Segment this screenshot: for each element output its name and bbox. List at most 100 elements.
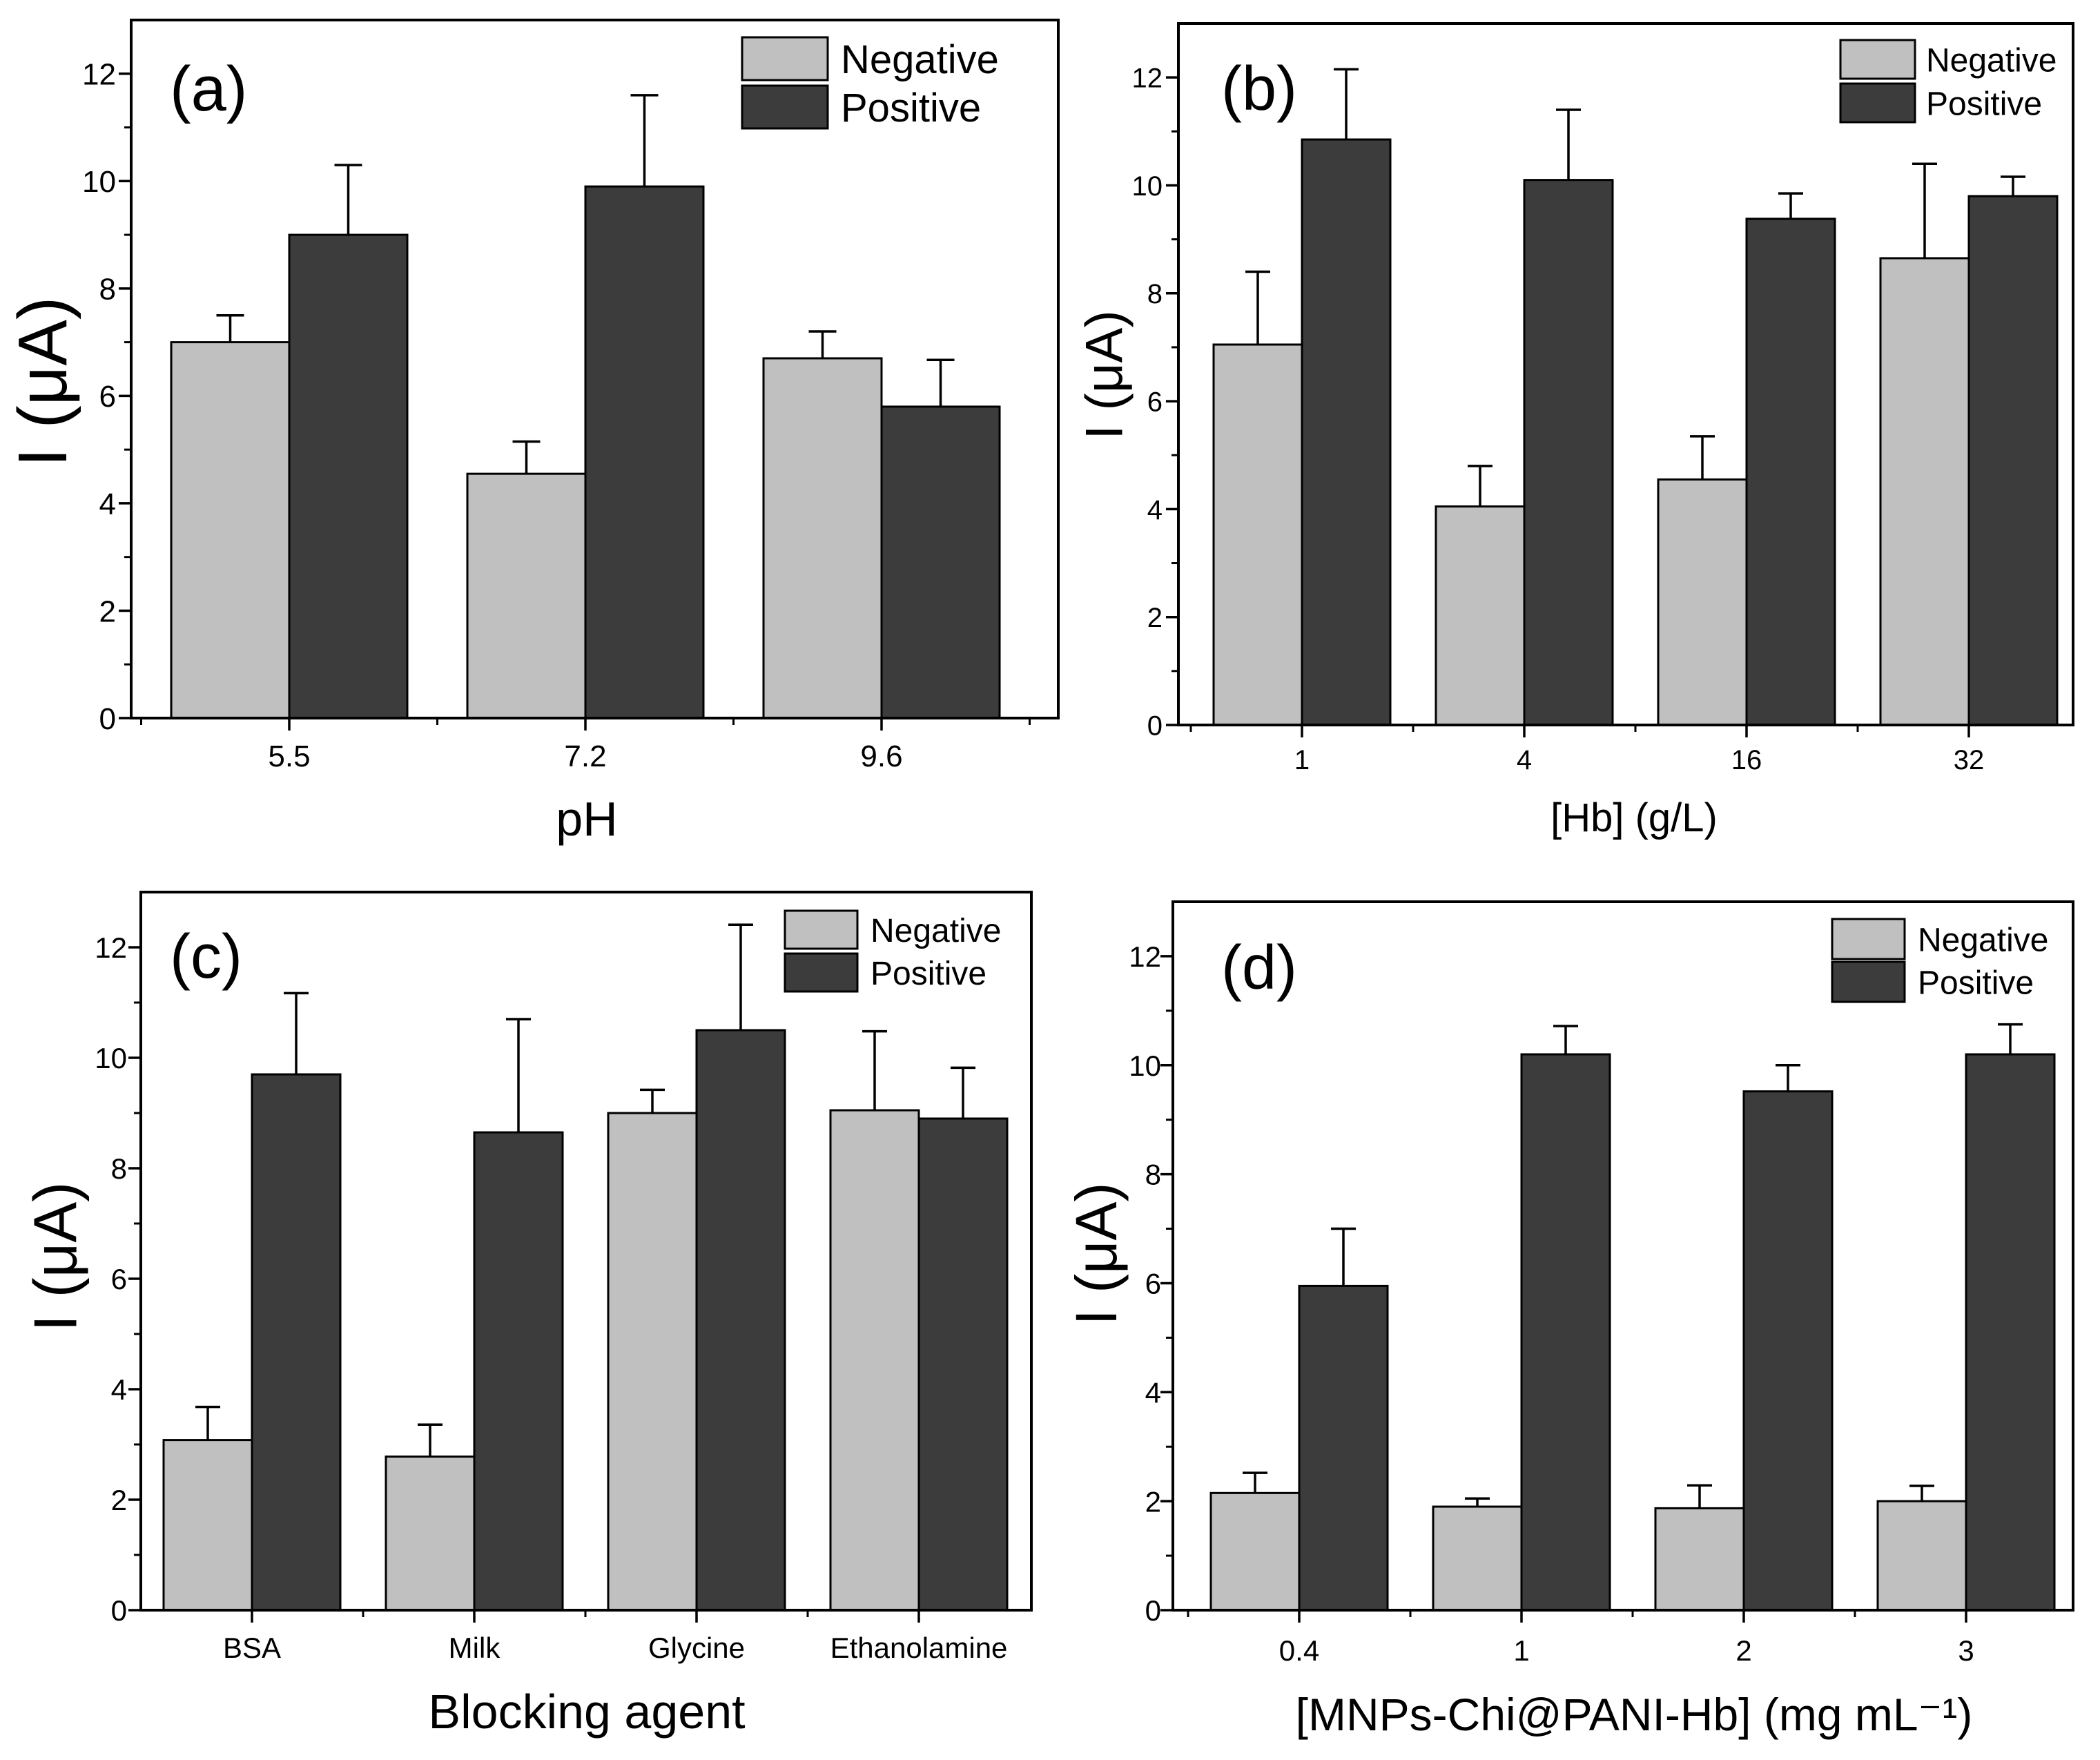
x-tick-label-d-3: 3 [1958,1634,1974,1667]
error-bar-b-negative-2 [1690,435,1715,480]
error-bar-b-negative-0 [1245,270,1270,345]
error-bar-b-positive-3 [2001,175,2025,197]
y-tick-label-d-4: 8 [1145,1159,1161,1191]
legend-swatch-positive [1831,960,1906,1003]
x-tick-label-c-0: BSA [223,1632,281,1664]
y-tick-label-d-2: 4 [1145,1376,1161,1409]
error-bar-c-negative-2 [640,1088,665,1113]
x-tick-label-b-2: 16 [1731,745,1762,775]
y-tick-label-d-0: 0 [1145,1594,1161,1627]
y-tick-label-c-4: 8 [111,1152,127,1185]
bar-c-positive-1 [473,1131,564,1612]
bar-b-negative-0 [1212,343,1303,726]
x-tick-label-d-1: 1 [1513,1634,1529,1667]
y-tick-label-b-6: 12 [1132,64,1163,94]
panel-c: 0 2 4 6 8 10 12 BSA Milk Glycine Ethanolamine Block… [21,891,1033,1739]
legend-swatch-negative [1831,918,1906,960]
bar-c-negative-1 [385,1456,476,1612]
x-tick-label-c-3: Ethanolamine [830,1632,1008,1664]
panel-label-a: (a) [170,54,247,124]
y-tick-label-a-6: 12 [82,58,116,92]
legend-label-positive: Positive [871,956,986,992]
bar-b-negative-1 [1435,505,1526,726]
bar-b-positive-1 [1523,179,1614,726]
y-tick-label-b-3: 6 [1147,387,1163,417]
x-tick-label-d-0: 0.4 [1279,1634,1319,1667]
y-tick-label-d-3: 6 [1145,1268,1161,1300]
y-tick-label-c-1: 2 [111,1484,127,1516]
error-bar-d-positive-3 [1998,1023,2023,1054]
legend-c: Negative Positive [784,909,1001,993]
error-bar-a-positive-1 [630,94,659,187]
error-bar-d-positive-2 [1776,1064,1800,1092]
legend-swatch-positive [1839,82,1916,124]
error-bar-b-negative-1 [1468,465,1493,507]
y-tick-label-a-3: 6 [99,380,116,414]
y-tick-label-a-0: 0 [99,702,116,736]
x-axis-title-c: Blocking agent [428,1685,745,1739]
y-tick-label-a-2: 4 [99,487,116,521]
error-bar-b-positive-0 [1334,68,1359,140]
legend-label-positive: Positive [1926,86,2042,122]
panel-label-c: (c) [170,922,242,992]
bar-c-negative-0 [162,1439,253,1612]
bar-d-negative-1 [1432,1505,1523,1612]
y-tick-label-b-2: 4 [1147,495,1163,525]
y-tick-label-c-0: 0 [111,1594,127,1627]
y-tick-label-c-6: 12 [95,931,127,964]
error-bar-c-negative-0 [195,1405,220,1440]
x-tick-label-c-2: Glycine [648,1632,745,1664]
x-tick-label-a-0: 5.5 [268,739,310,773]
bar-d-negative-2 [1654,1507,1745,1612]
error-bar-d-negative-2 [1687,1484,1712,1509]
error-bar-c-negative-1 [418,1423,443,1457]
bar-d-positive-3 [1965,1053,2056,1612]
panel-label-b: (b) [1221,55,1297,124]
x-tick-label-b-3: 32 [1954,745,1985,775]
bar-b-negative-2 [1657,478,1748,726]
error-bar-b-negative-3 [1912,162,1937,258]
panel-label-d: (d) [1221,934,1297,1003]
error-bar-d-positive-0 [1331,1227,1356,1286]
bar-c-negative-2 [607,1112,698,1612]
bar-b-positive-3 [1967,195,2059,726]
bar-a-negative-0 [170,341,291,719]
legend-swatch-negative [784,909,859,950]
error-bar-d-negative-1 [1465,1497,1490,1507]
error-bar-d-positive-1 [1553,1025,1578,1054]
bar-c-positive-0 [251,1073,342,1612]
error-bar-a-negative-1 [512,440,541,474]
bar-b-positive-2 [1745,217,1836,726]
y-tick-label-d-5: 10 [1129,1050,1161,1082]
legend-b: Negative Positive [1839,39,2057,124]
y-tick-label-b-1: 2 [1147,603,1163,633]
x-tick-label-d-2: 2 [1736,1634,1751,1667]
legend-label-positive: Positive [1918,965,2034,1001]
error-bar-a-positive-0 [334,164,362,235]
y-tick-label-d-1: 2 [1145,1485,1161,1518]
bar-d-negative-0 [1209,1491,1301,1612]
error-bar-c-positive-0 [284,992,309,1074]
error-bar-b-positive-1 [1556,108,1581,180]
error-bar-c-positive-1 [506,1018,531,1132]
y-tick-label-a-4: 8 [99,273,116,307]
error-bar-b-positive-2 [1778,192,1803,219]
plot-frame-d [1171,900,2074,1612]
y-axis-title-a: I (μA) [4,297,81,467]
x-tick-label-b-0: 1 [1294,745,1310,775]
x-tick-label-b-1: 4 [1517,745,1532,775]
legend-label-positive: Positive [841,86,981,130]
bar-a-positive-1 [584,185,705,719]
x-axis-title-b: [Hb] (g/L) [1550,795,1718,840]
x-tick-label-a-1: 7.2 [564,739,606,773]
plot-frame-b [1177,22,2074,726]
legend-swatch-negative [741,36,829,81]
x-tick-label-a-2: 9.6 [860,739,902,773]
error-bar-a-negative-2 [808,330,837,358]
bar-d-positive-1 [1520,1053,1611,1612]
y-tick-label-c-2: 4 [111,1373,127,1406]
legend-swatch-positive [741,84,829,130]
